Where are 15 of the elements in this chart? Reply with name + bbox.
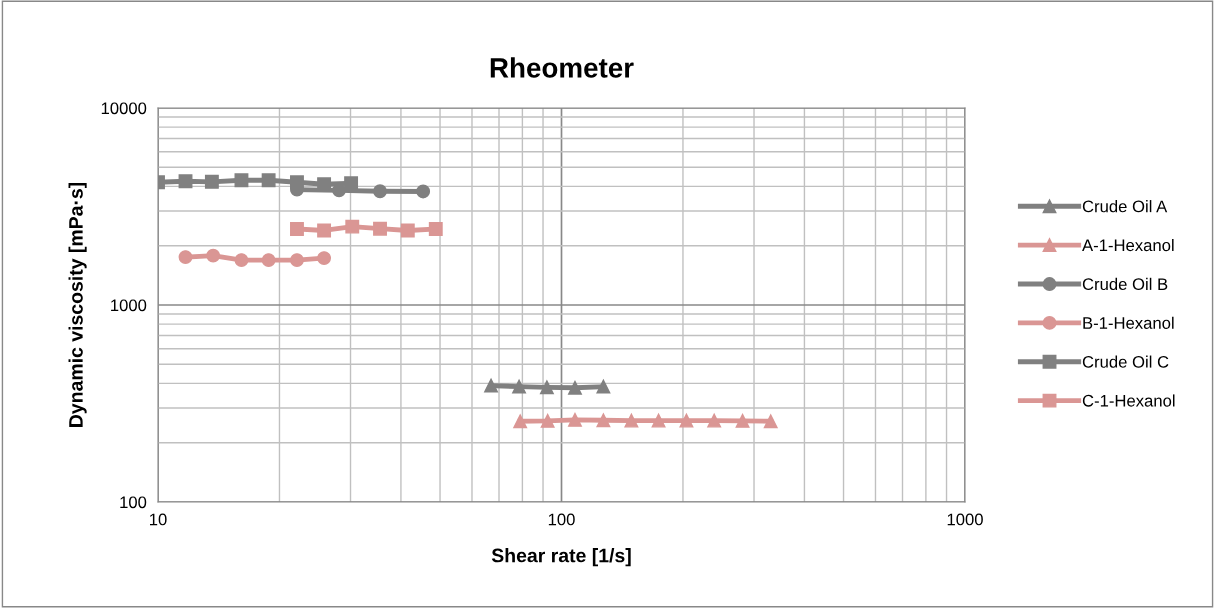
- x-axis-title: Shear rate [1/s]: [491, 548, 631, 567]
- y-tick-label: 100: [120, 496, 147, 509]
- x-tick-label: 100: [548, 513, 575, 526]
- y-tick-label: 1000: [111, 299, 147, 312]
- x-tick-label: 1000: [947, 513, 983, 526]
- legend-label: A-1-Hexanol: [1082, 238, 1174, 252]
- legend-label: Crude Oil B: [1082, 277, 1168, 291]
- legend-label: C-1-Hexanol: [1082, 394, 1175, 407]
- x-tick-label: 10: [150, 513, 167, 526]
- legend-label: Crude Oil C: [1082, 355, 1169, 368]
- chart-title: Rheometer: [490, 57, 634, 78]
- legend-label: Crude Oil A: [1082, 200, 1168, 213]
- y-axis-title: Dynamic viscosity [mPa·s]: [68, 182, 87, 427]
- legend-label: B-1-Hexanol: [1083, 316, 1174, 329]
- y-tick-label: 10000: [101, 102, 147, 115]
